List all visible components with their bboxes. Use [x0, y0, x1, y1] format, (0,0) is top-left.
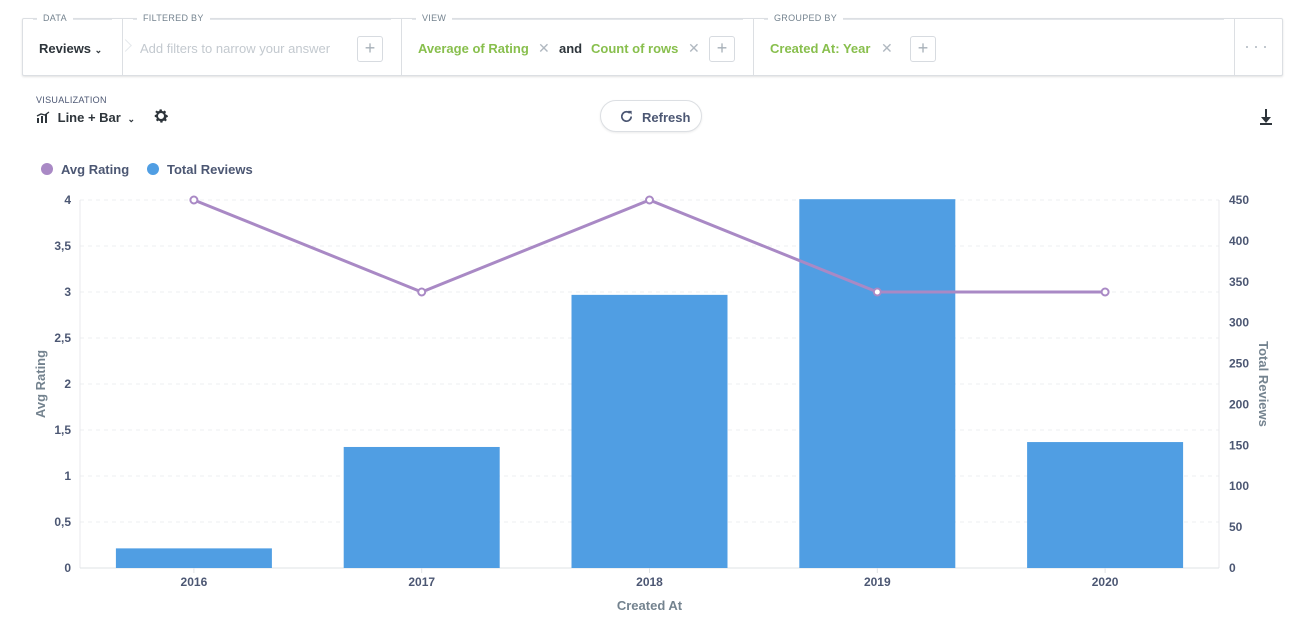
download-icon[interactable] — [1260, 109, 1272, 125]
x-tick-label: 2020 — [1092, 575, 1119, 589]
visualization-type: Line + Bar — [57, 110, 121, 125]
x-tick-label: 2016 — [181, 575, 208, 589]
bar — [343, 446, 500, 568]
x-tick-label: 2019 — [864, 575, 891, 589]
more-options-icon[interactable]: ··· — [1244, 36, 1271, 56]
line-point — [872, 287, 882, 297]
legend-item-total-reviews[interactable]: Total Reviews — [147, 162, 253, 177]
line-bar-chart-icon — [36, 111, 50, 123]
legend-dot — [41, 163, 53, 175]
y-right-tick-label: 150 — [1229, 438, 1249, 452]
line-series — [193, 198, 1106, 294]
remove-breakout-icon[interactable]: ✕ — [881, 40, 893, 56]
y-right-tick-label: 100 — [1229, 479, 1249, 493]
chevron-down-icon: ⌄ — [94, 45, 103, 55]
y-left-tick-label: 2 — [64, 377, 71, 391]
remove-metric-icon[interactable]: ✕ — [688, 40, 700, 56]
y-right-axis-label: Total Reviews — [1256, 341, 1271, 427]
metric-average-rating[interactable]: Average of Rating — [418, 41, 529, 56]
y-left-tick-label: 1 — [64, 469, 71, 483]
group-section: GROUPED BY Created At: Year ✕ + — [754, 13, 1235, 75]
add-metric-button[interactable]: + — [709, 36, 735, 62]
y-right-tick-label: 400 — [1229, 234, 1249, 248]
y-right-tick-label: 300 — [1229, 316, 1249, 330]
more-section: ··· — [1235, 19, 1282, 75]
metric-count-rows[interactable]: Count of rows — [591, 41, 679, 56]
refresh-icon — [621, 110, 633, 122]
bar — [115, 548, 272, 568]
legend-item-avg-rating[interactable]: Avg Rating — [41, 162, 129, 177]
data-section: DATA Reviews ⌄ — [23, 13, 123, 75]
legend-label: Avg Rating — [61, 162, 130, 177]
y-right-tick-label: 50 — [1229, 520, 1243, 534]
y-left-tick-label: 1,5 — [54, 423, 71, 437]
bar — [1027, 442, 1184, 568]
bar — [799, 199, 956, 568]
y-right-tick-label: 200 — [1229, 397, 1249, 411]
visualization-label: VISUALIZATION — [36, 95, 107, 105]
y-left-axis-label: Avg Rating — [33, 350, 48, 418]
y-right-tick-label: 350 — [1229, 275, 1249, 289]
legend-dot — [147, 163, 159, 175]
refresh-button[interactable]: Refresh — [600, 100, 702, 132]
filter-section: FILTERED BY Add filters to narrow your a… — [123, 13, 402, 75]
y-left-tick-label: 2,5 — [54, 331, 71, 345]
line-point — [417, 287, 427, 297]
view-section-label: VIEW — [416, 13, 453, 23]
y-left-tick-label: 0 — [64, 561, 71, 575]
query-builder: DATA Reviews ⌄ FILTERED BY Add filters t… — [22, 13, 1283, 76]
x-tick-label: 2017 — [408, 575, 435, 589]
add-filter-button[interactable]: + — [357, 36, 383, 62]
visualization-selector[interactable]: Line + Bar ⌄ — [36, 110, 135, 125]
x-tick-label: 2018 — [636, 575, 663, 589]
remove-metric-icon[interactable]: ✕ — [538, 40, 550, 56]
line-point — [189, 195, 199, 205]
filter-placeholder[interactable]: Add filters to narrow your answer — [140, 41, 331, 56]
y-right-tick-label: 450 — [1229, 193, 1249, 207]
y-left-tick-label: 3,5 — [54, 239, 71, 253]
line-point — [645, 195, 654, 205]
line-point — [1100, 287, 1110, 297]
y-left-tick-label: 0,5 — [54, 515, 71, 529]
y-left-tick-label: 4 — [64, 193, 71, 207]
filter-section-label: FILTERED BY — [137, 13, 210, 23]
add-breakout-button[interactable]: + — [910, 36, 936, 62]
table-selector[interactable]: Reviews ⌄ — [39, 41, 102, 56]
y-right-tick-label: 0 — [1229, 561, 1236, 575]
refresh-label: Refresh — [642, 110, 691, 125]
x-axis-label: Created At — [617, 598, 683, 613]
view-joiner: and — [559, 41, 583, 56]
y-left-tick-label: 3 — [64, 285, 71, 299]
gear-icon[interactable] — [152, 107, 170, 125]
legend-label: Total Reviews — [167, 162, 253, 177]
group-section-label: GROUPED BY — [768, 13, 844, 23]
data-section-label: DATA — [37, 13, 73, 23]
breakout-created-at-year[interactable]: Created At: Year — [770, 41, 871, 56]
table-name: Reviews — [39, 41, 92, 56]
y-right-tick-label: 250 — [1229, 357, 1249, 371]
view-section: VIEW Average of Rating ✕ and Count of ro… — [402, 13, 754, 75]
chevron-down-icon: ⌄ — [127, 114, 136, 124]
bar — [571, 294, 728, 568]
